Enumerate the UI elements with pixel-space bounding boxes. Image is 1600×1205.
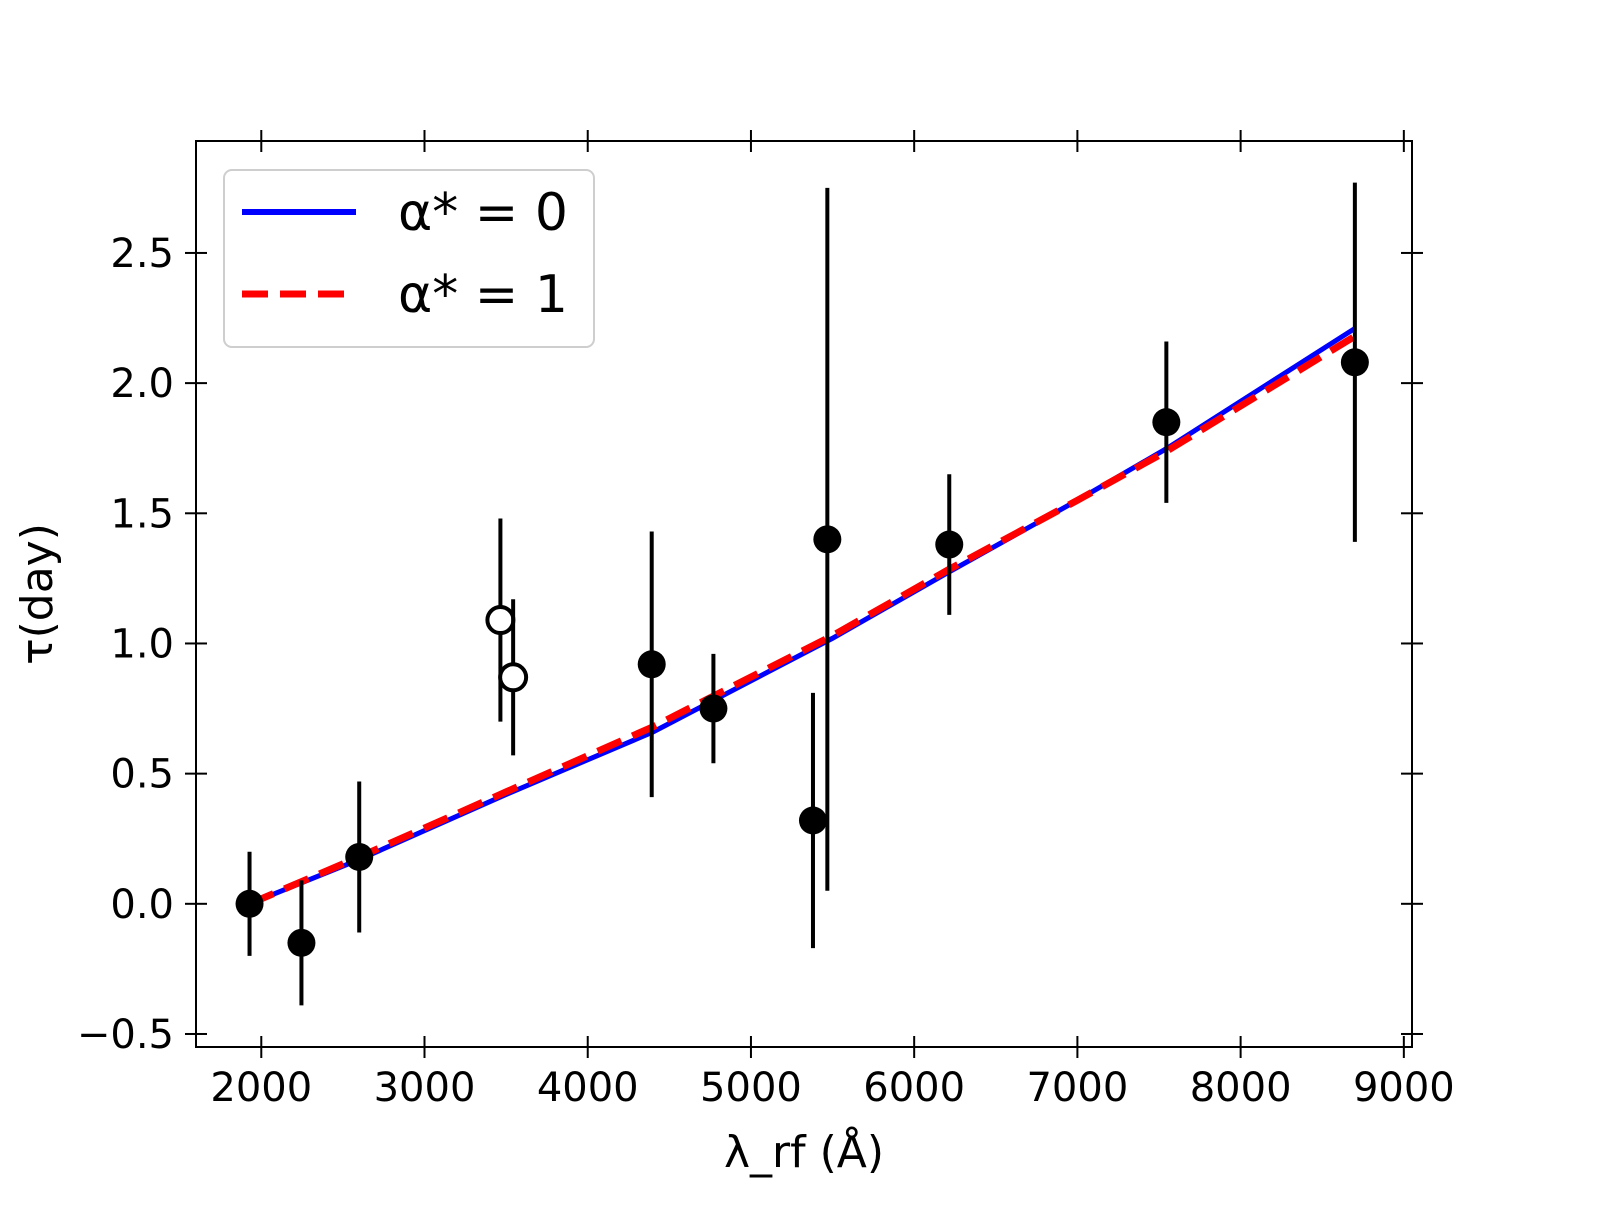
x-tick-label: 7000 xyxy=(1026,1065,1128,1111)
ticks-group: 2000 3000 4000 5000 6000 7000 8000 9000 −0.5 0.0 0… xyxy=(77,130,1455,1111)
legend: α* = 0 α* = 1 xyxy=(223,169,595,348)
data-points-group xyxy=(235,182,1369,1006)
y-axis-label: τ(day) xyxy=(12,523,63,665)
y-tick-label: 2.5 xyxy=(110,231,174,277)
axis-labels-group: λ_rf (Å) τ(day) xyxy=(12,523,884,1178)
data-point xyxy=(699,694,728,723)
x-tick-label: 8000 xyxy=(1190,1065,1292,1111)
model-lines-group xyxy=(248,326,1357,908)
data-point-open xyxy=(485,605,516,636)
data-point xyxy=(813,525,842,554)
x-tick-label: 3000 xyxy=(374,1065,476,1111)
y-tick-label: 0.5 xyxy=(110,752,174,798)
x-tick-label: 6000 xyxy=(863,1065,965,1111)
series-line-alpha-1 xyxy=(248,333,1357,908)
plot-frame xyxy=(195,140,1413,1048)
data-point-open xyxy=(498,662,529,693)
x-tick-label: 4000 xyxy=(537,1065,639,1111)
data-point xyxy=(637,650,666,679)
x-axis-label: λ_rf (Å) xyxy=(724,1125,884,1178)
y-tick-label: 2.0 xyxy=(110,361,174,407)
data-point xyxy=(345,842,374,871)
y-tick-label: 1.5 xyxy=(110,491,174,537)
data-point xyxy=(935,530,964,559)
data-point xyxy=(1152,408,1181,437)
x-tick-label: 9000 xyxy=(1353,1065,1455,1111)
data-point xyxy=(235,889,264,918)
y-tick-label: 1.0 xyxy=(110,621,174,667)
data-point xyxy=(798,806,827,835)
legend-label-alpha-0: α* = 0 xyxy=(398,183,568,243)
y-tick-label: 0.0 xyxy=(110,882,174,928)
y-tick-label: −0.5 xyxy=(77,1012,174,1058)
data-point xyxy=(1340,348,1369,377)
x-tick-label: 2000 xyxy=(210,1065,312,1111)
legend-label-alpha-1: α* = 1 xyxy=(398,265,568,325)
x-tick-label: 5000 xyxy=(700,1065,802,1111)
data-point xyxy=(287,928,316,957)
